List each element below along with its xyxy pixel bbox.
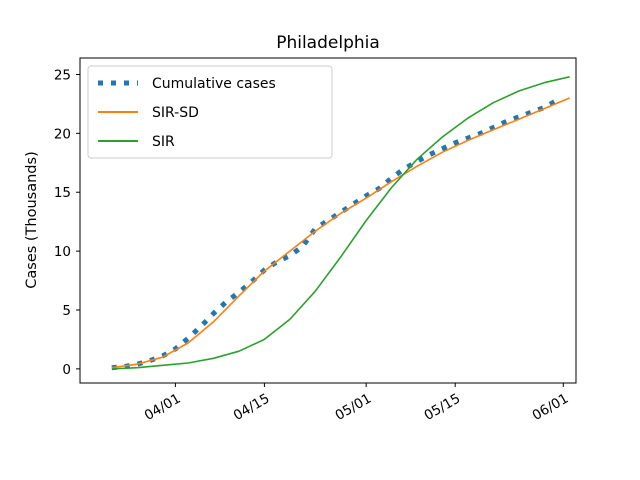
legend-entry: SIR bbox=[152, 134, 175, 150]
y-tick-label: 0 bbox=[62, 362, 71, 378]
chart-title: Philadelphia bbox=[276, 33, 380, 53]
x-tick-label: 06/01 bbox=[530, 391, 572, 424]
y-axis-label: Cases (Thousands) bbox=[24, 151, 40, 288]
x-tick-label: 04/01 bbox=[142, 391, 184, 424]
plot-frame bbox=[79, 57, 577, 384]
series-layer bbox=[111, 76, 570, 371]
y-tick-label: 20 bbox=[54, 126, 71, 142]
x-tick-label: 05/15 bbox=[421, 391, 463, 424]
y-tick-label: 5 bbox=[62, 303, 71, 319]
y-tick-label: 10 bbox=[54, 244, 71, 260]
legend-entry: SIR-SD bbox=[152, 105, 199, 121]
x-tick-label: 05/01 bbox=[332, 391, 374, 424]
series-line-3 bbox=[111, 76, 570, 370]
legend: Cumulative cases SIR-SD SIR bbox=[87, 65, 333, 159]
series-line-1 bbox=[111, 98, 559, 371]
legend-box bbox=[87, 65, 333, 159]
legend-entry: Cumulative cases bbox=[152, 76, 276, 92]
series-line-2 bbox=[111, 97, 570, 369]
y-tick-label: 25 bbox=[54, 67, 71, 83]
x-tick-label: 04/15 bbox=[231, 391, 273, 424]
y-tick-label: 15 bbox=[54, 185, 71, 201]
